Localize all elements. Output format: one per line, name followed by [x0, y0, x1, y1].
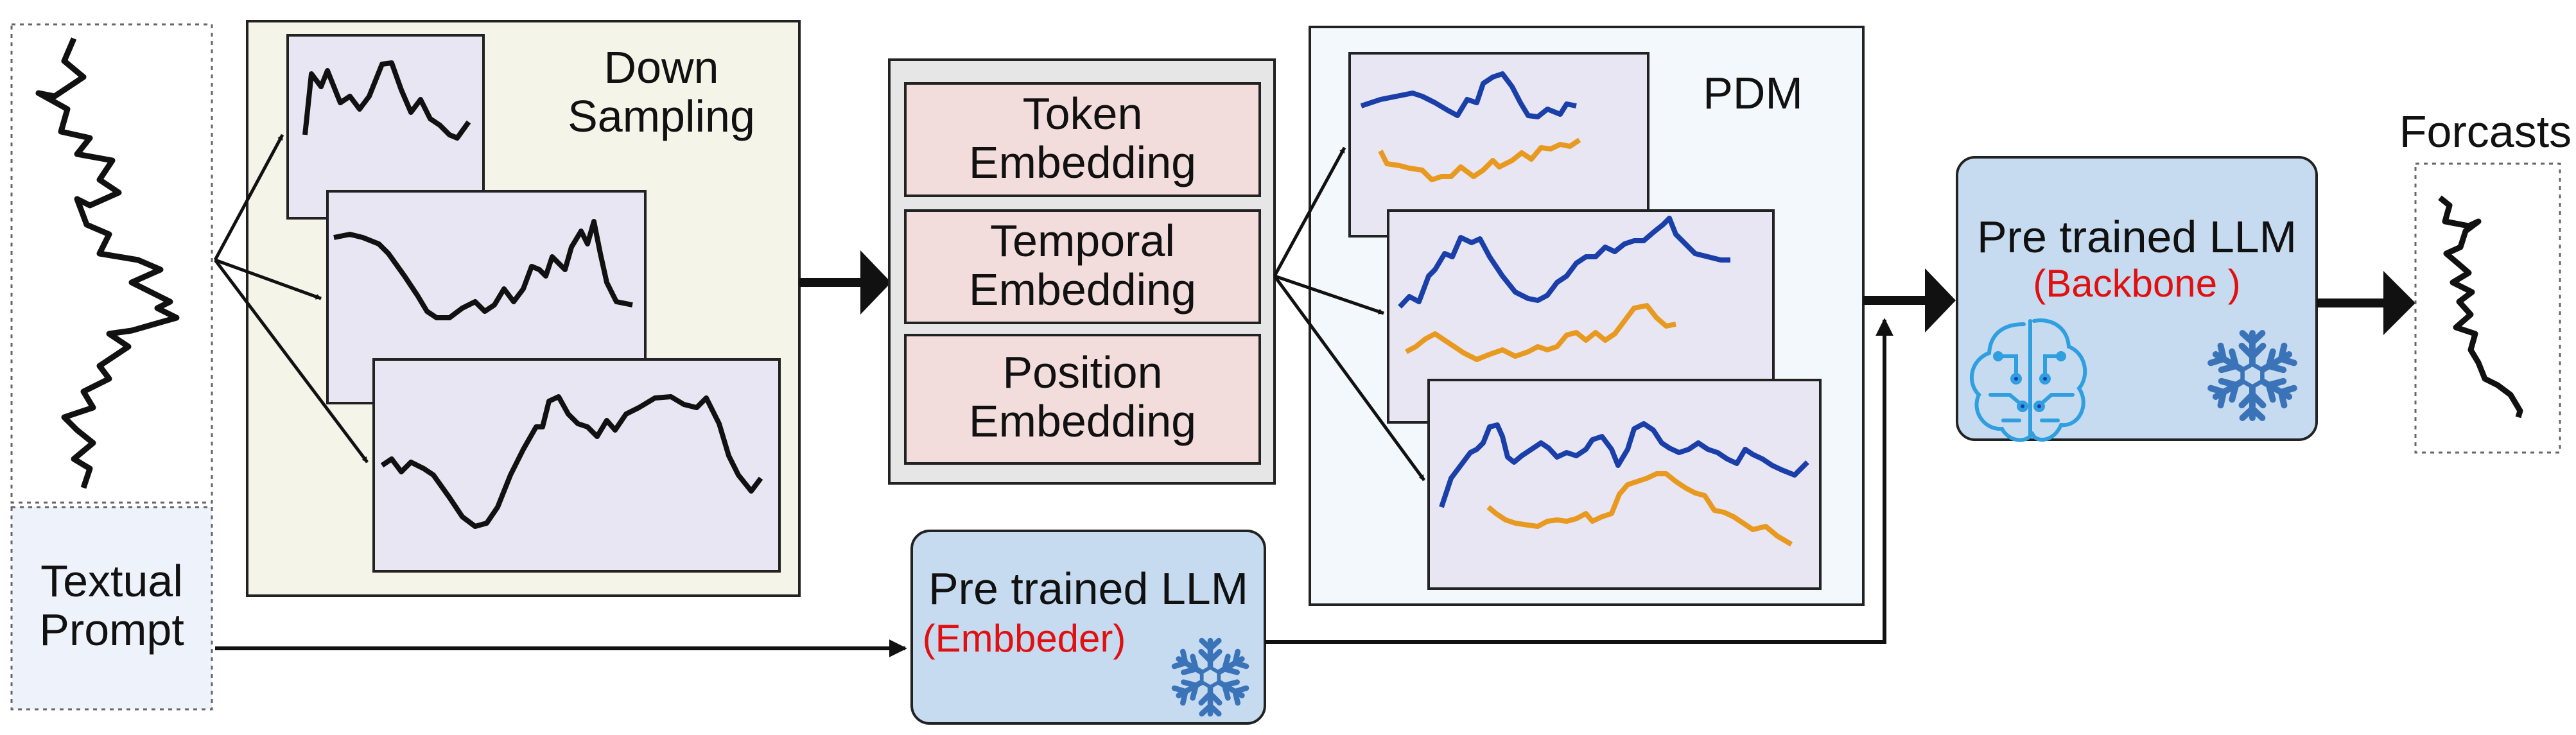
arrowhead-backbone-to-forecasts	[2383, 271, 2415, 335]
forecast-box	[2414, 162, 2561, 454]
downsample-series-2	[333, 219, 633, 320]
forecast-series	[2438, 195, 2523, 419]
llm-embedder-box	[910, 530, 1266, 725]
token-embedding-box	[904, 82, 1261, 197]
pdm-orange-series-2	[1405, 303, 1676, 362]
arrow-to-plot-1	[213, 134, 284, 261]
temporal-embedding-box	[904, 209, 1261, 324]
input-time-series	[35, 37, 180, 489]
arrowhead-pdm-to-backbone	[1925, 268, 1956, 333]
arrow-to-pdm-plot-3	[1273, 275, 1426, 481]
arrow-to-plot-3	[214, 259, 369, 463]
arrow-embedder-to-backbone	[1265, 318, 1893, 644]
downsample-series-1	[302, 60, 471, 141]
pdm-blue-series-3	[1439, 421, 1809, 508]
position-embedding-box	[904, 334, 1261, 465]
arrow-to-pdm-plot-1	[1273, 146, 1346, 277]
pdm-orange-series-1	[1378, 137, 1581, 182]
pdm-orange-series-3	[1486, 471, 1793, 547]
input-series-box	[10, 23, 213, 504]
pdm-plot-3	[1427, 379, 1822, 590]
pdm-blue-series-2	[1398, 216, 1730, 309]
arrow-to-plot-2	[214, 258, 322, 300]
arrow-to-pdm-plot-2	[1274, 274, 1384, 315]
pdm-blue-series-1	[1360, 71, 1577, 119]
brain-circuit-icon	[1969, 318, 2087, 442]
prompt-box	[10, 506, 213, 711]
pdm-plot-1	[1348, 52, 1649, 238]
arrowhead-downsampling-to-embeddings	[860, 250, 891, 315]
downsample-series-3	[380, 394, 763, 529]
downsample-plot-3	[372, 358, 781, 573]
